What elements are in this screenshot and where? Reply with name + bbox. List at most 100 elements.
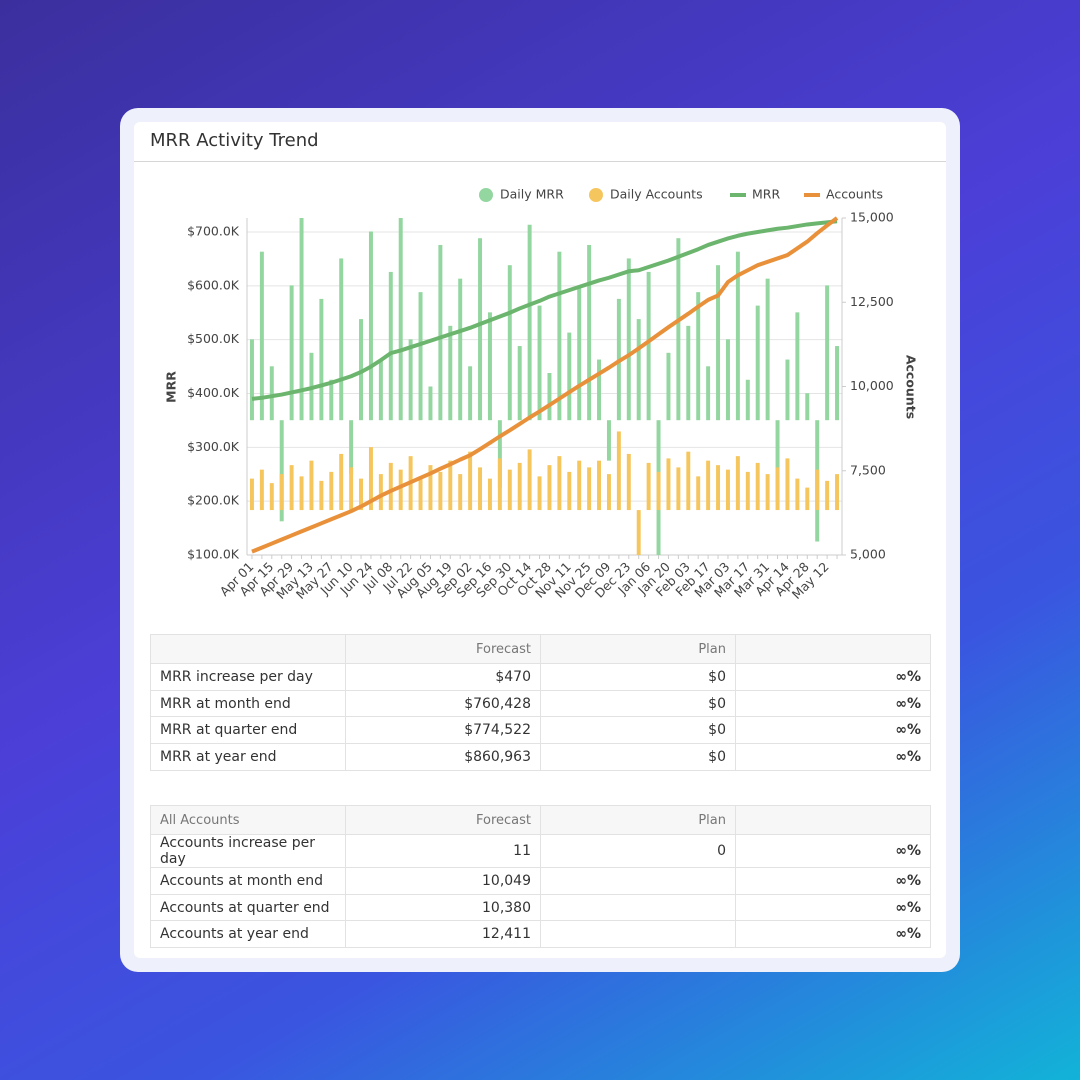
bar [478, 238, 483, 421]
bar [398, 469, 403, 511]
legend-marker [479, 188, 493, 202]
y2-axis-title: Accounts [904, 355, 919, 419]
legend-marker [804, 193, 820, 197]
change-cell: ∞% [735, 834, 931, 868]
plan-cell [540, 893, 736, 922]
row-label: MRR at month end [150, 689, 346, 718]
change-cell: ∞% [735, 716, 931, 745]
bar [289, 285, 294, 421]
bar [597, 460, 602, 511]
bar [359, 478, 364, 511]
bar [368, 447, 373, 511]
bar [269, 366, 274, 421]
bar [775, 420, 780, 502]
bar [319, 480, 324, 511]
row-label: MRR at quarter end [150, 716, 346, 745]
bar [368, 231, 373, 421]
bar [646, 462, 651, 511]
bar [577, 285, 582, 421]
plan-cell: $0 [540, 689, 736, 718]
row-label: Accounts at quarter end [150, 893, 346, 922]
bar [448, 325, 453, 421]
bar [745, 379, 750, 421]
bar [696, 292, 701, 421]
bar [666, 352, 671, 421]
bar [795, 478, 800, 511]
line [251, 219, 838, 401]
bar [775, 467, 780, 511]
legend-marker [730, 193, 746, 197]
bar [388, 462, 393, 511]
bar [448, 460, 453, 511]
row-label: MRR at year end [150, 743, 346, 771]
forecast-cell: 10,049 [345, 867, 541, 895]
header-row: All Accounts Forecast Plan [150, 805, 931, 835]
y2-tick-label: 15,000 [850, 210, 894, 225]
header-cell: All Accounts [150, 805, 346, 835]
table-row: MRR at month end $760,428 $0 ∞% [150, 689, 931, 718]
y-tick-label: $300.0K [187, 439, 240, 454]
bar [359, 319, 364, 421]
bar [547, 373, 552, 421]
bar [557, 456, 562, 511]
bar [626, 258, 631, 421]
bar [626, 453, 631, 511]
bar [696, 476, 701, 511]
forecast-cell: $774,522 [345, 716, 541, 745]
chart: MRR Accounts $100.0K $200.0K $300.0K $400.0… [164, 187, 919, 602]
forecast-cell: 10,380 [345, 893, 541, 922]
header-cell: Plan [540, 634, 736, 664]
bar [478, 467, 483, 511]
bar [636, 319, 641, 421]
bar [765, 278, 770, 421]
bar [249, 478, 254, 511]
row-label: Accounts at year end [150, 920, 346, 949]
bar [517, 462, 522, 511]
bar [567, 471, 572, 511]
bar [388, 271, 393, 421]
bar [557, 251, 562, 421]
bar [666, 458, 671, 511]
bar [587, 467, 592, 511]
bar [755, 462, 760, 511]
bar [577, 460, 582, 511]
bar [795, 312, 800, 421]
bar [259, 469, 264, 511]
table-row: Accounts at month end 10,049 ∞% [150, 867, 931, 895]
bar [438, 471, 443, 511]
bar [349, 420, 354, 475]
plan-cell: 0 [540, 834, 736, 868]
bar [765, 474, 770, 511]
bar [428, 386, 433, 421]
bar [676, 467, 681, 511]
bar [785, 359, 790, 421]
y2-tick-label: 5,000 [850, 547, 886, 562]
y-tick-label: $400.0K [187, 385, 240, 400]
bar [706, 366, 711, 421]
bar [686, 325, 691, 421]
bar [547, 465, 552, 511]
bar [537, 476, 542, 511]
divider [134, 161, 946, 162]
table-row: Accounts at year end 12,411 ∞% [150, 920, 931, 949]
bar [289, 465, 294, 511]
bar [309, 460, 314, 511]
bar [349, 467, 354, 511]
bar [468, 366, 473, 421]
table-row: Accounts at quarter end 10,380 ∞% [150, 893, 931, 922]
bar [587, 244, 592, 421]
bar [815, 469, 820, 511]
bar [606, 420, 611, 461]
bar [785, 458, 790, 511]
table-row: MRR increase per day $470 $0 ∞% [150, 663, 931, 691]
bar [438, 244, 443, 421]
bar [835, 346, 840, 421]
row-label: Accounts increase per day [150, 834, 346, 868]
bar [656, 471, 661, 511]
bar [676, 238, 681, 421]
legend-label: Daily MRR [500, 187, 564, 202]
bar [825, 285, 830, 421]
plan-cell: $0 [540, 743, 736, 771]
change-cell: ∞% [735, 663, 931, 691]
forecast-cell: $860,963 [345, 743, 541, 771]
